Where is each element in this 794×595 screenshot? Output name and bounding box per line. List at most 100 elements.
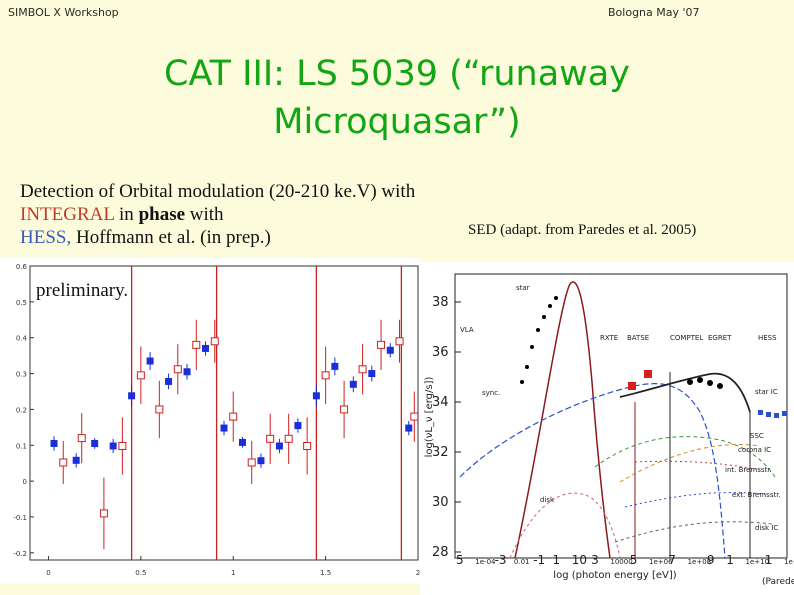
curve-sync [459,383,726,559]
sed-y-tick-label: 32 [432,445,449,460]
data-point-filled [386,346,394,354]
sed-y-tick-label: 34 [432,395,449,410]
data-point-filled [331,362,339,370]
sed-x-tick-label: -1 [533,553,545,567]
hess-label: HESS, [20,227,72,248]
orbital-modulation-plot: -0.2 -0.1 0 0.1 0.2 0.3 0.4 0.5 0.6 0 0.5 1 1.5 2 [0,258,420,583]
sed-point [697,377,703,383]
x-tick-label: 2 [416,569,420,577]
curve-star-ic [619,372,751,413]
data-point-open [410,412,419,421]
y-tick-label: -0.1 [13,514,27,522]
x-tick-label: 0.5 [135,569,146,577]
curve-ssc [594,436,776,478]
sed-point [774,413,779,418]
sed-point [687,379,693,385]
sed-annotation: corona IC [738,446,771,454]
sed-point [530,345,534,349]
sed-annotation: EGRET [708,334,732,342]
sed-x-tick-label: -3 [495,553,507,567]
text-part-2: in [114,204,139,225]
data-point-open [247,458,256,467]
data-point-filled [368,370,376,378]
sed-x-tick-label: 1e+13 [784,558,794,566]
sed-x-tick-label: 3 [591,553,599,567]
sed-point [782,411,787,416]
sed-x-tick-label: 1e-04 [475,558,496,566]
sed-point [707,380,713,386]
data-point-filled [257,457,265,465]
data-point-open [155,405,164,414]
data-point-open [358,365,367,374]
data-point-filled [128,392,136,400]
sed-y-tick-label: 28 [432,545,449,560]
sed-annotation: star IC [755,388,778,396]
sed-x-tick-label: 1 [765,553,773,567]
sed-y-tick-label: 38 [432,295,449,310]
data-points [50,319,419,550]
data-point-filled [50,439,58,447]
y-tick-labels: -0.2 -0.1 0 0.1 0.2 0.3 0.4 0.5 0.6 [13,263,34,558]
text-part-1: Detection of Orbital modulation (20-210 … [20,181,416,202]
curve-star [514,281,611,559]
data-point-open [395,337,404,346]
sed-y-tick-label: 36 [432,345,449,360]
data-point-filled [405,424,413,432]
sed-y-axis-label: log(νL_ν [erg/s]) [424,377,435,458]
x-tick-label: 0 [46,569,50,577]
data-point-open [284,434,293,443]
sed-x-tick-label: 5 [456,553,464,567]
sed-x-tick-label: 1 [553,553,561,567]
text-part-3: with [185,204,224,225]
y-tick-label: 0.5 [16,299,27,307]
curve-corona-ic [619,444,761,483]
sed-x-tick-label: 7 [668,553,676,567]
data-point-filled [238,438,246,446]
y-tick-label: 0.2 [16,406,27,414]
data-point-open [99,509,108,518]
data-point-open [173,365,182,374]
sed-annotation: star [516,284,530,292]
y-tick-label: -0.2 [13,550,27,558]
data-point-open [303,441,312,450]
data-point-filled [220,424,228,432]
data-point-filled [91,439,99,447]
sed-point [520,380,524,384]
sed-x-tick-label: 1 [726,553,734,567]
sed-annotation: BATSE [627,334,649,342]
data-point-filled [165,377,173,385]
data-point-filled [312,392,320,400]
sed-x-tick-label: 10 [572,553,587,567]
sed-annotation: sync. [482,389,500,397]
data-point-open [192,340,201,349]
data-point-filled [275,442,283,450]
y-tick-label: 0.3 [16,371,27,379]
y-tick-label: 0.6 [16,263,28,271]
sed-point [644,370,652,378]
curve-disk-ic [614,521,773,543]
sed-x-tick-label: 0.01 [514,558,530,566]
sed-point [717,383,723,389]
sed-x-tick-label: 5 [630,553,638,567]
sed-x-tick-label: 1e+06 [649,558,673,566]
x-tick-labels: 0 0.5 1 1.5 2 [46,556,420,577]
header-right: Bologna May '07 [608,6,700,19]
preliminary-label: preliminary. [34,280,131,302]
slide-title: CAT III: LS 5039 (“runaway Microquasar”) [90,50,704,146]
sed-annotation: int. Bremsstr. [725,466,772,474]
data-point-open [377,340,386,349]
y-tick-label: 0.1 [16,442,27,450]
data-point-filled [183,368,191,376]
data-point-open [340,405,349,414]
data-point-filled [109,442,117,450]
data-point-open [321,371,330,380]
sed-data-markers [520,296,787,558]
title-line-2: Microquasar”) [273,102,521,142]
orbital-modulation-text: Detection of Orbital modulation (20-210 … [20,180,420,249]
sed-annotation: SSC [750,432,764,440]
sed-x-tick-label: 1e+10 [746,558,770,566]
sed-point [554,296,558,300]
y-tick-label: 0.4 [16,335,28,343]
data-point-open [118,441,127,450]
sed-annotation: disk [540,496,555,504]
